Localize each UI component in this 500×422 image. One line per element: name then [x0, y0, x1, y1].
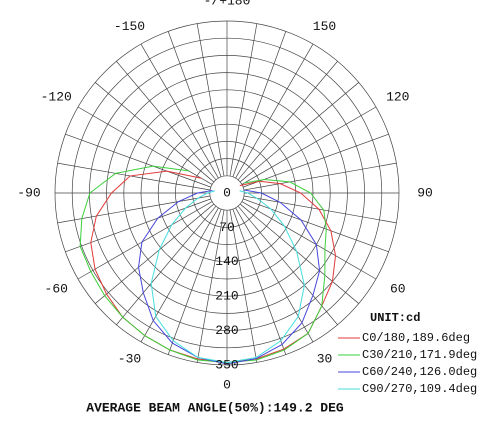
spoke	[116, 61, 217, 181]
r-tick-label: 70	[219, 220, 235, 235]
spoke	[229, 209, 258, 363]
angle-tick-label: -120	[41, 89, 72, 104]
spoke	[232, 31, 287, 177]
spoke	[243, 198, 389, 253]
spoke	[232, 209, 287, 355]
spoke	[65, 198, 211, 253]
angle-tick-label: 90	[417, 185, 433, 200]
spoke	[77, 106, 213, 185]
unit-label: UNIT:cd	[370, 311, 420, 325]
spoke	[239, 203, 359, 304]
grid	[54, 20, 400, 366]
spoke	[243, 195, 397, 224]
spoke	[239, 82, 359, 183]
angle-tick-label: 150	[313, 19, 336, 34]
legend-label: C90/270,109.4deg	[362, 382, 477, 396]
r-tick-label: 210	[215, 289, 238, 304]
spoke	[57, 162, 211, 191]
spoke	[235, 43, 314, 179]
angle-tick-label: 120	[386, 89, 409, 104]
spoke	[237, 205, 338, 325]
angle-tick-label: -90	[17, 185, 40, 200]
r-tick-label: 280	[215, 323, 238, 338]
legend-label: C60/240,126.0deg	[362, 365, 477, 379]
angle-tick-label: -60	[45, 281, 68, 296]
spoke	[57, 195, 211, 224]
r-tick-label: 0	[223, 185, 231, 200]
spoke	[235, 207, 314, 343]
spoke	[241, 106, 377, 185]
spoke	[140, 207, 219, 343]
spoke	[95, 203, 215, 304]
curve	[138, 189, 321, 365]
spoke	[167, 209, 222, 355]
legend-label: C0/180,189.6deg	[362, 331, 470, 345]
legend-label: C30/210,171.9deg	[362, 348, 477, 362]
spoke	[65, 133, 211, 188]
spoke	[116, 205, 217, 325]
spoke	[95, 82, 215, 183]
spoke	[140, 43, 219, 179]
angle-tick-label: 0	[223, 377, 231, 392]
footer: AVERAGE BEAM ANGLE(50%):149.2 DEG	[86, 400, 344, 415]
spoke	[243, 162, 397, 191]
r-tick-label: 140	[215, 254, 238, 269]
spoke	[237, 61, 338, 181]
angle-tick-label: 60	[390, 281, 406, 296]
curve	[150, 190, 305, 364]
spoke	[196, 23, 225, 177]
angle-tick-label: 30	[317, 352, 333, 367]
spoke	[77, 201, 213, 280]
spoke	[229, 23, 258, 177]
angle-tick-label: -/+180	[204, 0, 251, 8]
r-tick-label: 350	[215, 357, 238, 372]
spoke	[243, 133, 389, 188]
spoke	[196, 209, 225, 363]
spoke	[167, 31, 222, 177]
spoke	[241, 201, 377, 280]
angle-tick-label: -150	[114, 19, 145, 34]
angle-tick-label: -30	[118, 352, 141, 367]
